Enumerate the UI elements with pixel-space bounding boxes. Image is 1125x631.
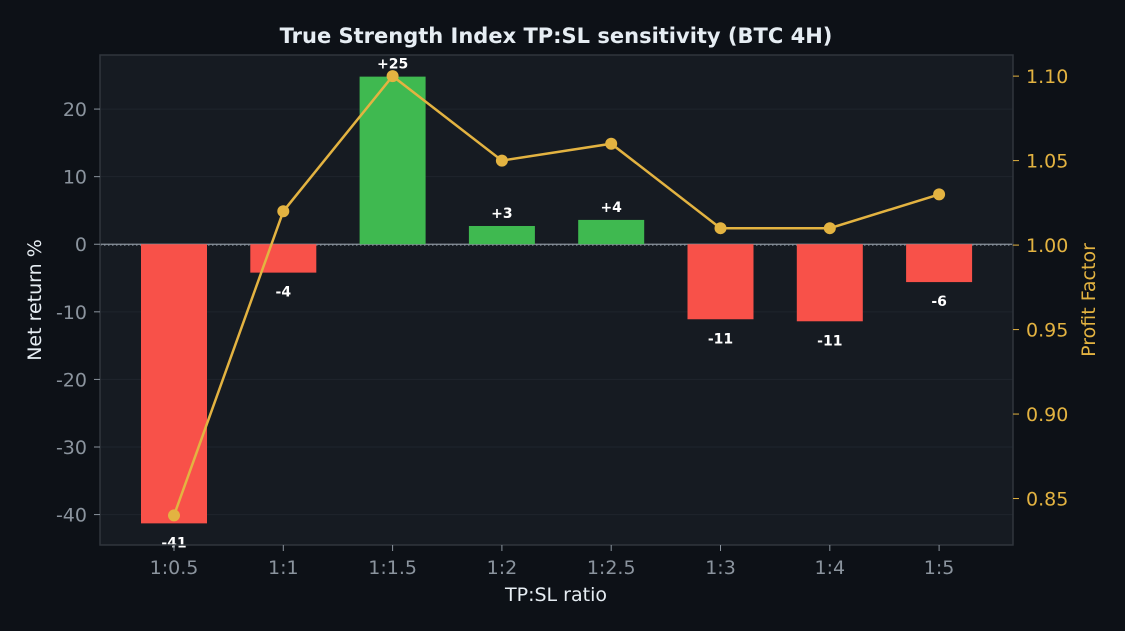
data-label: -11	[817, 333, 842, 349]
line-point	[168, 509, 180, 522]
data-label: +3	[491, 206, 512, 222]
y2-tick-label: 1.00	[1026, 235, 1068, 257]
data-label: -6	[931, 294, 947, 310]
y-tick-label: 10	[63, 167, 87, 189]
x-tick-label: 1:3	[705, 557, 736, 579]
bar	[906, 244, 973, 283]
zero-line-group	[100, 243, 1013, 246]
y-tick-label: 20	[63, 99, 87, 121]
x-tick-label: 1:1	[268, 557, 299, 579]
x-tick-label: 1:2.5	[587, 557, 636, 579]
bar	[578, 219, 645, 245]
data-label: +4	[600, 200, 622, 216]
data-labels: -41 -4 +25 +3 +4 -11 -11 -6	[161, 57, 947, 552]
data-label: -41	[161, 535, 186, 551]
bar	[141, 244, 207, 524]
data-label: -4	[276, 285, 292, 301]
y2-tick-label: 0.95	[1026, 320, 1068, 342]
y2-tick-label: 1.10	[1026, 66, 1068, 88]
line-point	[386, 70, 399, 83]
bar	[250, 244, 317, 273]
data-label: +25	[377, 57, 408, 73]
grid	[100, 108, 1013, 516]
y-axis-ticks: -40 -30 -20 -10 0 10 20	[56, 99, 100, 527]
line-point	[714, 222, 727, 235]
x-tick-label: 1:0.5	[150, 557, 199, 579]
y2-axis-ticks: 0.85 0.90 0.95 1.00 1.05 1.10	[1013, 66, 1068, 511]
profit-factor-line	[172, 74, 940, 516]
line-point	[495, 154, 508, 167]
x-tick-label: 1:4	[815, 557, 846, 579]
line-point	[605, 137, 618, 150]
x-tick-label: 1:5	[924, 557, 955, 579]
y-tick-label: 0	[75, 234, 87, 256]
y-tick-label: -30	[56, 437, 87, 459]
line-point	[277, 205, 290, 218]
x-axis-label: TP:SL ratio	[504, 584, 607, 606]
x-tick-label: 1:1.5	[368, 557, 417, 579]
y-axis-label: Net return %	[24, 239, 46, 361]
profit-factor-line-group	[168, 70, 946, 522]
line-point	[933, 188, 946, 201]
bar	[359, 76, 426, 245]
y-tick-label: -10	[56, 302, 87, 324]
y2-tick-label: 1.05	[1026, 151, 1068, 173]
line-point	[823, 222, 836, 235]
data-label: -11	[708, 331, 733, 347]
y2-axis-label: Profit Factor	[1078, 243, 1100, 357]
chart-title: True Strength Index TP:SL sensitivity (B…	[280, 24, 833, 48]
x-tick-label: 1:2	[487, 557, 518, 579]
bar	[687, 244, 754, 320]
bar	[468, 225, 535, 245]
y-tick-label: -40	[56, 505, 87, 527]
plot-area	[100, 55, 1013, 545]
y2-tick-label: 0.85	[1026, 489, 1068, 511]
plot-frame	[99, 54, 1014, 546]
y2-tick-label: 0.90	[1026, 404, 1068, 426]
bar	[796, 244, 863, 322]
y-tick-label: -20	[56, 369, 87, 391]
x-axis-ticks: 1:0.5 1:1 1:1.5 1:2 1:2.5 1:3 1:4 1:5	[150, 545, 955, 579]
